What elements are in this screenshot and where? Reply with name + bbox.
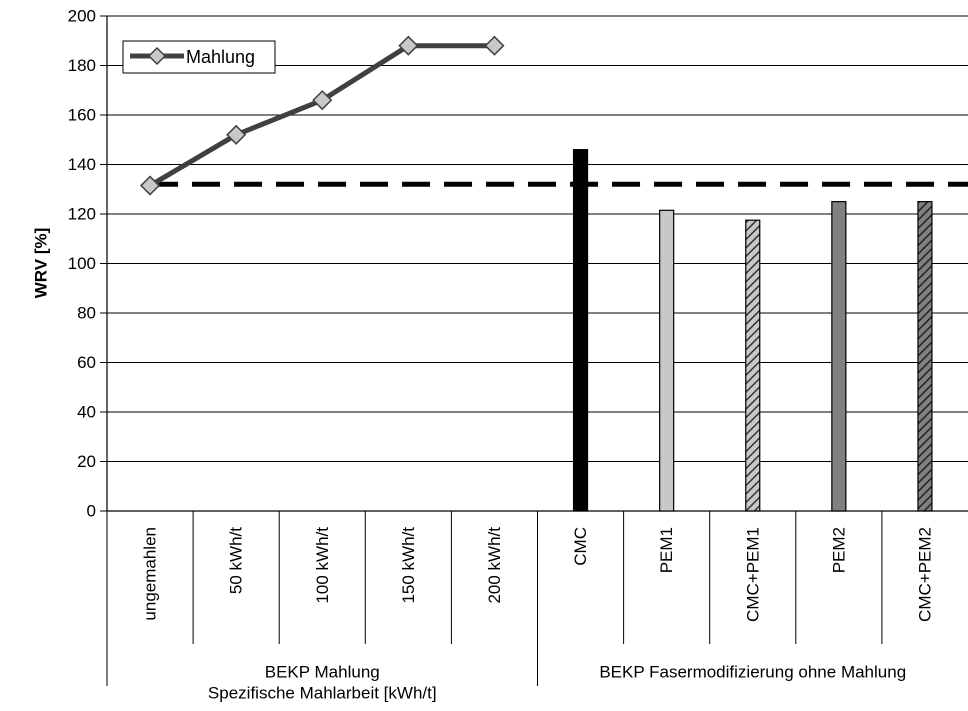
bar-cmc-pem2 [917,201,933,512]
line-marker-diamond [398,35,419,56]
y-tick-label: 60 [77,353,96,372]
x-category-label: 150 kWh/t [399,527,418,604]
line-marker-diamond [484,35,505,56]
x-category-label: 50 kWh/t [227,527,246,594]
x-category-label: 100 kWh/t [313,527,332,604]
line-series-layer [139,35,505,196]
x-category-label: CMC+PEM1 [743,527,762,622]
y-tick-label: 180 [68,56,96,75]
y-tick-label: 200 [68,7,96,26]
legend: Mahlung [122,40,276,74]
y-tick-label: 160 [68,106,96,125]
gridlines [107,15,968,462]
group-label: BEKP Mahlung [265,663,380,682]
y-axis-title: WRV [%] [32,228,51,299]
y-tick-label: 140 [68,155,96,174]
y-tick-label: 0 [87,502,96,521]
bar-pem1 [659,209,675,512]
bar-cmc-pem1 [745,219,761,512]
x-category-label: 200 kWh/t [485,527,504,604]
y-tick-label: 120 [68,205,96,224]
x-category-label: PEM1 [657,527,676,573]
line-marker-diamond [312,90,333,111]
axes [100,15,968,686]
x-category-label: CMC+PEM2 [915,527,934,622]
x-category-label: ungemahlen [141,527,160,621]
y-tick-label: 20 [77,452,96,471]
group-label: Spezifische Mahlarbeit [kWh/t] [208,684,437,703]
line-marker-diamond [226,124,247,145]
legend-marker-diamond [147,46,167,66]
y-tick-label: 100 [68,254,96,273]
x-category-label: PEM2 [829,527,848,573]
line-marker-diamond [139,175,161,196]
bar-cmc [572,149,589,512]
bars [572,149,933,512]
bar-pem2 [831,201,847,512]
labels: 0 20 40 60 80 100 120 140 160 180 200 ungemahlen 50 … [68,7,935,703]
group-label: BEKP Fasermodifizierung ohne Mahlung [599,663,906,682]
y-tick-label: 40 [77,403,96,422]
legend-label-mahlung: Mahlung [186,47,255,67]
y-tick-label: 80 [77,304,96,323]
x-category-label: CMC [571,527,590,566]
